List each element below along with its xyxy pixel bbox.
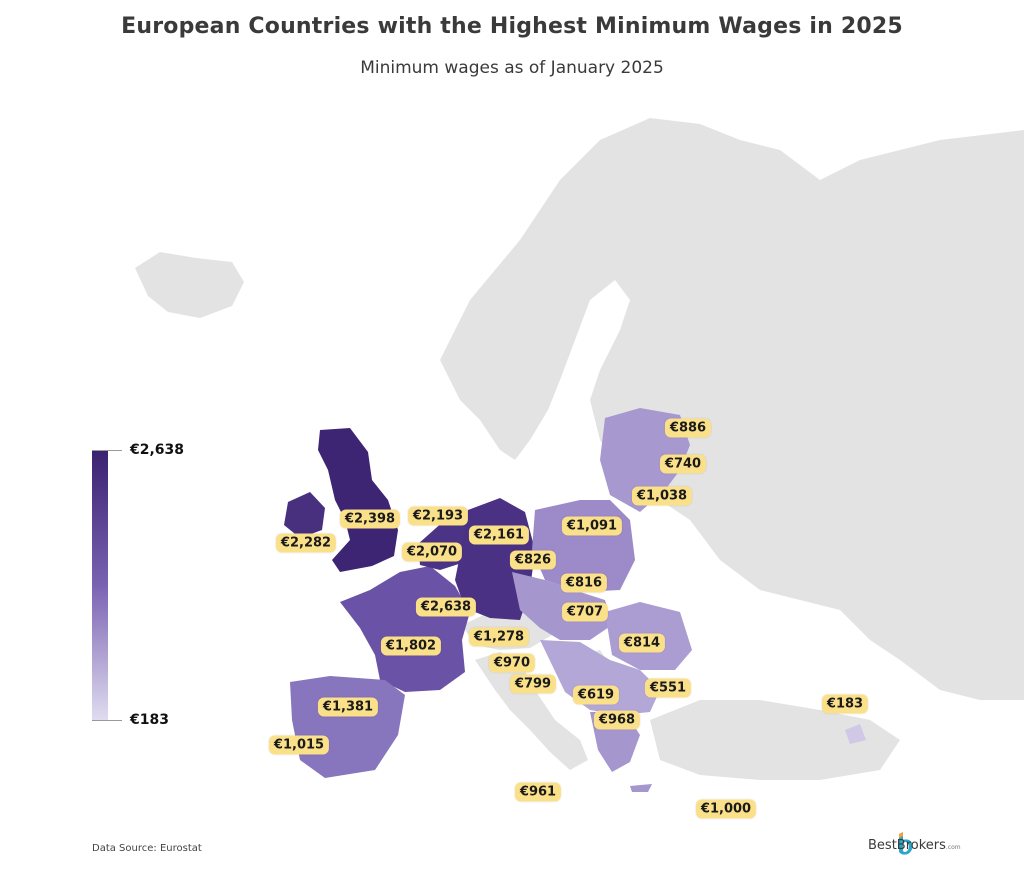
- wage-badge: €707: [561, 602, 609, 622]
- wage-badge: €886: [664, 418, 712, 438]
- balkans-wage-region: [540, 640, 660, 715]
- legend-tick-min: [92, 720, 122, 721]
- italy-region: [475, 652, 588, 770]
- wage-badge: €551: [644, 678, 692, 698]
- wage-badge: €740: [659, 454, 707, 474]
- wage-badge: €2,193: [407, 506, 469, 526]
- wage-badge: €961: [514, 782, 562, 802]
- wage-badge: €1,038: [631, 486, 693, 506]
- logo-suffix: .com: [945, 844, 961, 851]
- wage-badge: €814: [618, 633, 666, 653]
- iceland-region: [135, 252, 244, 318]
- iberia-region: [290, 676, 405, 778]
- wage-badge: €968: [593, 710, 641, 730]
- bestbrokers-logo-text: BestBrokers.com: [868, 838, 961, 853]
- wage-badge: €1,381: [317, 697, 379, 717]
- wage-badge: €2,161: [468, 525, 530, 545]
- wage-badge: €2,398: [339, 509, 401, 529]
- wage-badge: €1,015: [268, 735, 330, 755]
- wage-badge: €1,091: [561, 516, 623, 536]
- legend-gradient-bar: [92, 450, 108, 720]
- wage-badge: €183: [821, 694, 869, 714]
- wage-badge: €816: [560, 573, 608, 593]
- france-region: [340, 566, 470, 692]
- wage-badge: €1,802: [380, 636, 442, 656]
- legend-min-label: €183: [130, 712, 169, 728]
- caucasus-region: [845, 724, 866, 744]
- wage-badge: €826: [509, 550, 557, 570]
- wage-badge: €1,278: [468, 627, 530, 647]
- northern-eastern-land: [440, 118, 1024, 700]
- logo-name: BestBrokers: [868, 838, 946, 853]
- data-source-note: Data Source: Eurostat: [92, 843, 202, 854]
- uk-region: [318, 428, 398, 572]
- legend-max-label: €2,638: [130, 442, 185, 458]
- page-subtitle: Minimum wages as of January 2025: [360, 58, 664, 78]
- bestbrokers-logo-icon: [899, 832, 913, 855]
- wage-badge: €1,000: [695, 799, 757, 819]
- wage-badge: €2,282: [275, 533, 337, 553]
- wage-badge: €619: [572, 685, 620, 705]
- page-title: European Countries with the Highest Mini…: [121, 14, 903, 39]
- wage-badge: €2,070: [401, 542, 463, 562]
- wage-badge: €970: [488, 653, 536, 673]
- turkey-region: [650, 700, 900, 780]
- wage-badge: €2,638: [415, 597, 477, 617]
- ireland-region: [284, 492, 325, 538]
- legend-tick-max: [92, 450, 122, 451]
- cyprus-region: [630, 784, 652, 792]
- wage-badge: €799: [509, 674, 557, 694]
